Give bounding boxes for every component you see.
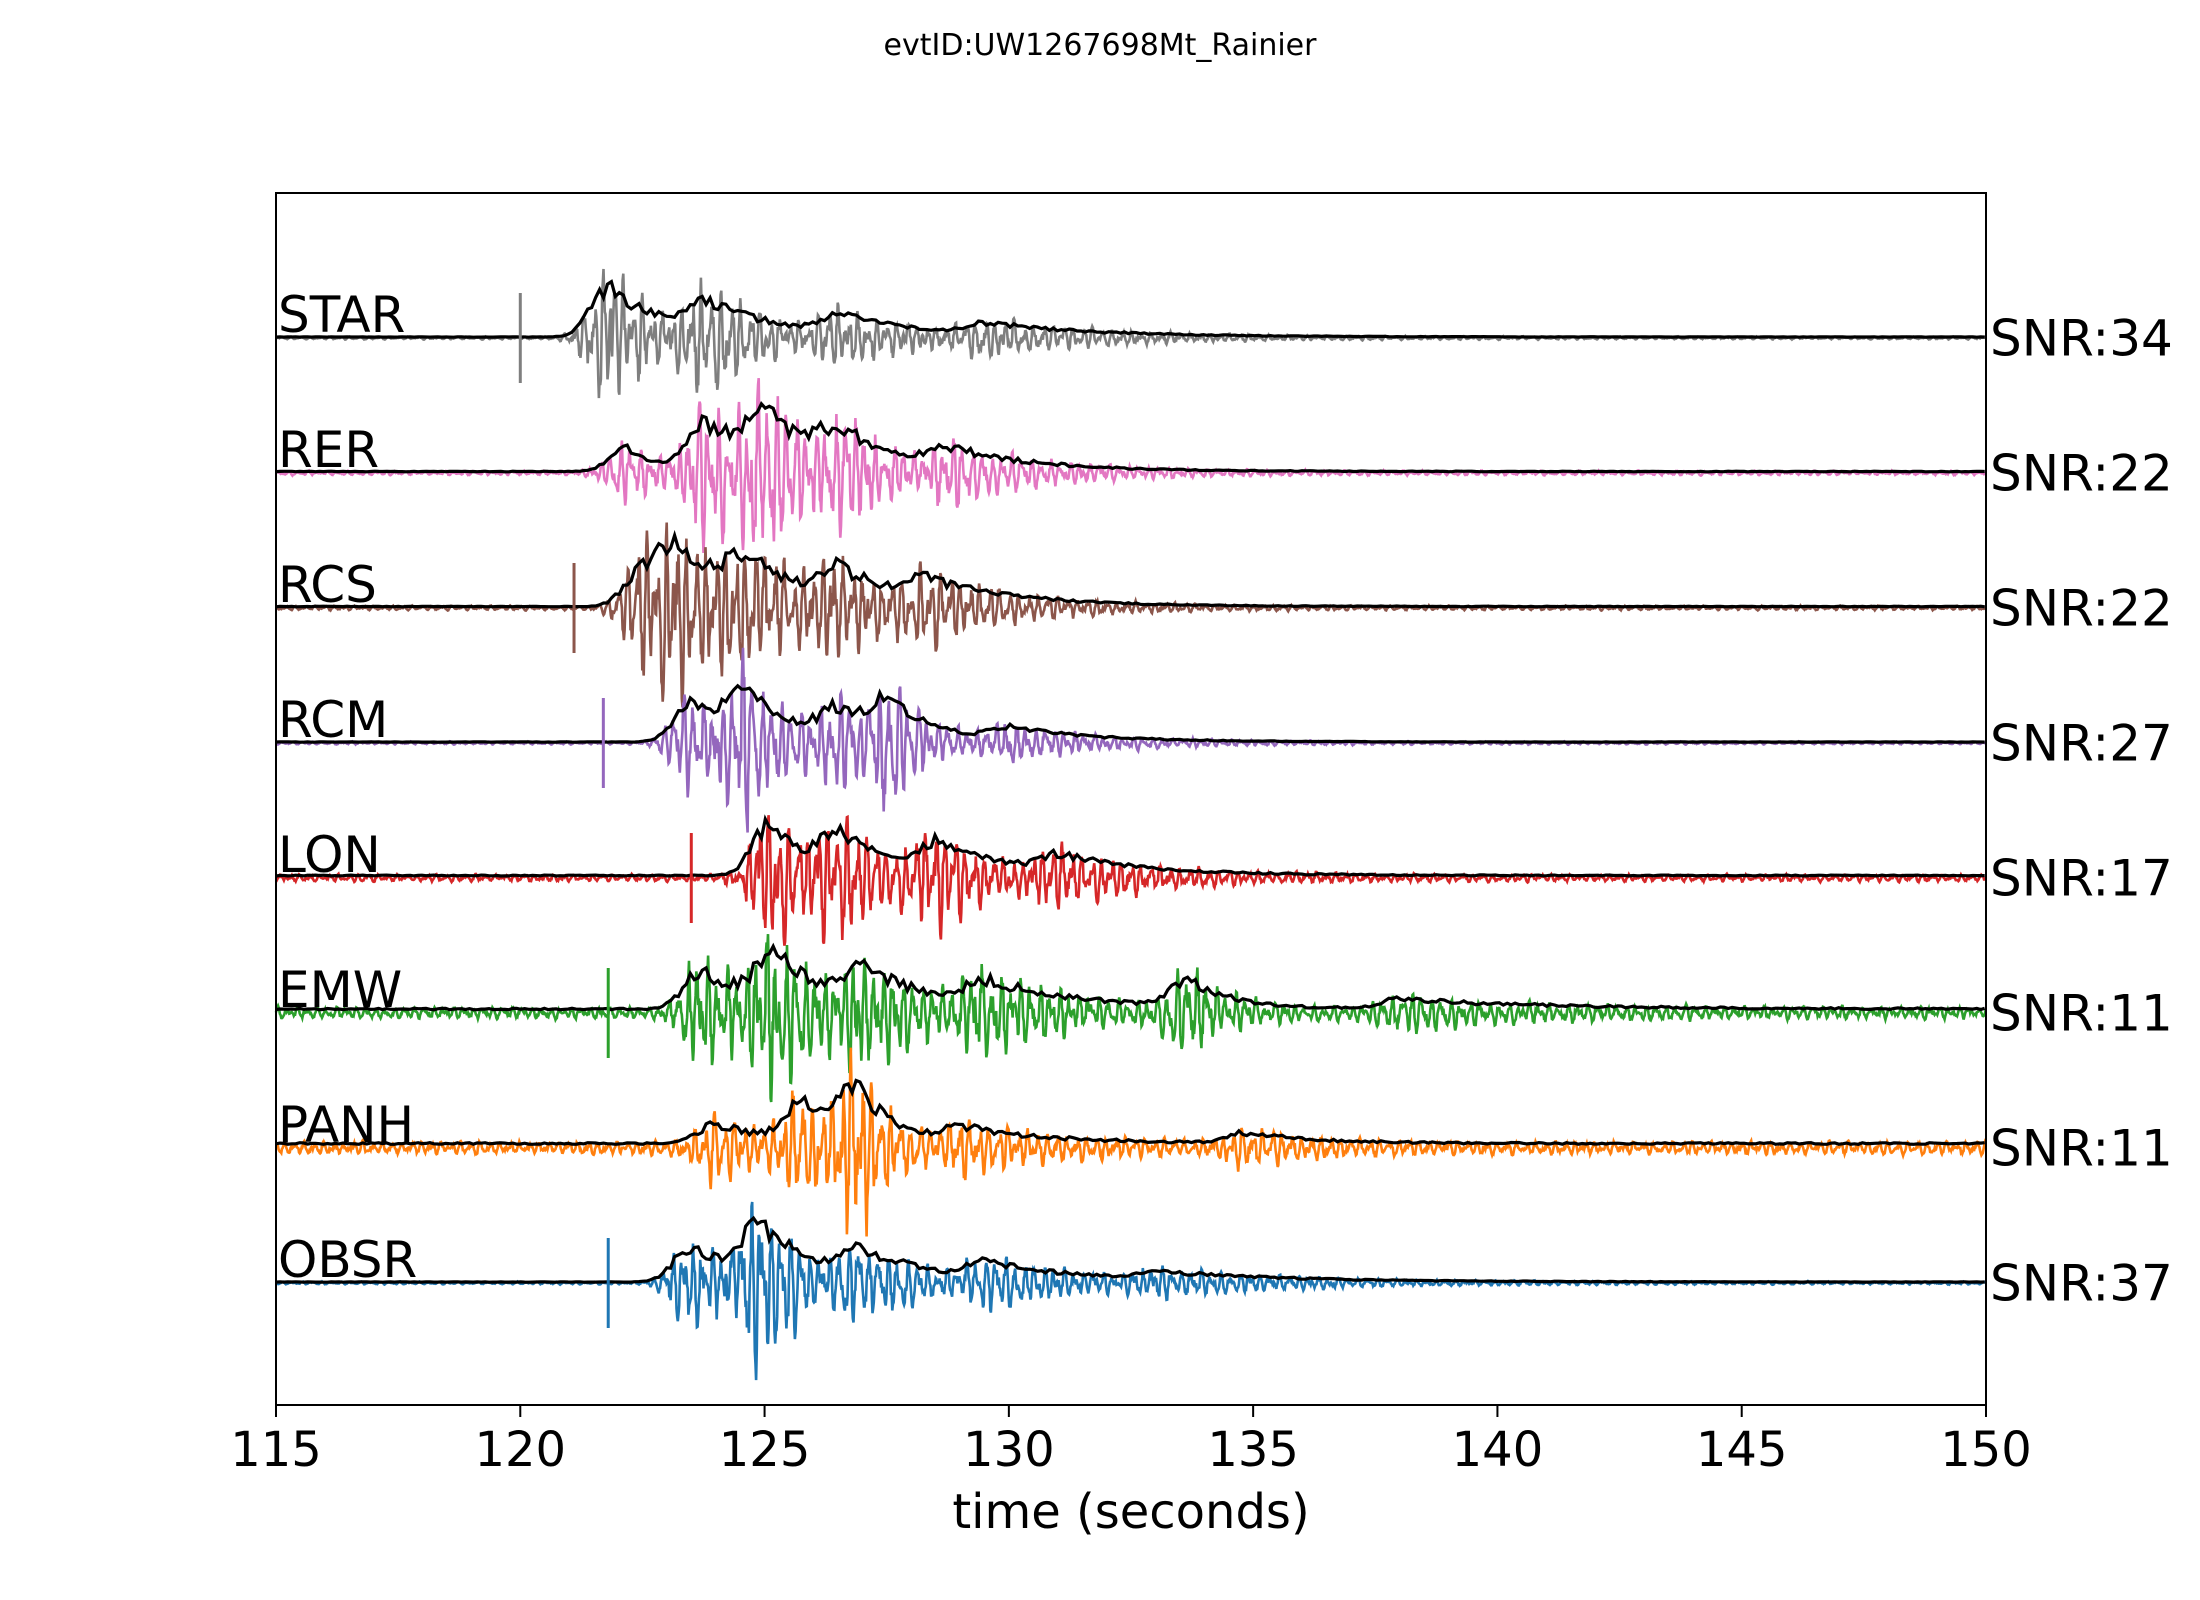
station-label-obsr: OBSR [278, 1231, 417, 1289]
x-tick-label: 150 [1940, 1422, 2032, 1478]
trace-obsr: OBSR SNR:37 [275, 1201, 2173, 1381]
envelope-rer [275, 400, 1985, 474]
station-label-rcm: RCM [278, 691, 388, 749]
waveform-panh [275, 1047, 1987, 1237]
x-axis: 115 120 125 130 135 140 145 150 [230, 1405, 2032, 1478]
envelope-rcs [275, 529, 1985, 609]
trace-rcm: RCM SNR:27 [275, 647, 2173, 833]
snr-label-obsr: SNR:37 [1990, 1255, 2173, 1313]
station-label-lon: LON [278, 826, 381, 884]
waveform-emw [274, 934, 1987, 1103]
station-label-panh: PANH [278, 1096, 414, 1154]
station-label-emw: EMW [278, 961, 402, 1019]
plot-frame [275, 192, 1987, 1406]
x-tick-label: 140 [1452, 1422, 1544, 1478]
envelope-obsr [275, 1215, 1985, 1284]
trace-star: STAR SNR:34 [275, 268, 2173, 399]
waveform-rer [275, 377, 1987, 553]
x-axis-label: time (seconds) [952, 1484, 1309, 1540]
snr-label-rcm: SNR:27 [1990, 715, 2173, 773]
trace-emw: EMW SNR:11 [274, 934, 2173, 1103]
x-tick-label: 130 [963, 1422, 1055, 1478]
envelope-star [275, 279, 1985, 339]
station-label-star: STAR [278, 286, 405, 344]
x-tick-label: 135 [1207, 1422, 1299, 1478]
envelope-panh [275, 1078, 1985, 1146]
envelope-lon [275, 814, 1985, 878]
envelope-emw [275, 942, 1986, 1012]
x-tick-label: 115 [230, 1422, 322, 1478]
x-tick-label: 145 [1696, 1422, 1788, 1478]
chart-title: evtID:UW1267698Mt_Rainier [884, 28, 1318, 63]
trace-panh: PANH SNR:11 [275, 1047, 2173, 1237]
trace-rcs: RCS SNR:22 [275, 522, 2173, 708]
envelope-rcm [275, 683, 1985, 744]
snr-label-rcs: SNR:22 [1990, 580, 2173, 638]
snr-label-star: SNR:34 [1990, 310, 2173, 368]
x-tick-label: 120 [474, 1422, 566, 1478]
snr-label-rer: SNR:22 [1990, 445, 2173, 503]
trace-rer: RER SNR:22 [275, 377, 2173, 553]
waveform-lon [274, 814, 1987, 946]
waveform-rcs [275, 522, 1987, 708]
waveform-obsr [275, 1201, 1987, 1381]
trace-area: STAR SNR:34 RER SNR:22 RCS SNR:22 RCM SNR:27 LON… [274, 268, 2173, 1381]
station-label-rcs: RCS [278, 556, 377, 614]
snr-label-panh: SNR:11 [1990, 1120, 2173, 1178]
snr-label-emw: SNR:11 [1990, 985, 2173, 1043]
snr-label-lon: SNR:17 [1990, 850, 2173, 908]
x-tick-label: 125 [719, 1422, 811, 1478]
station-label-rer: RER [278, 421, 379, 479]
trace-lon: LON SNR:17 [274, 814, 2173, 946]
